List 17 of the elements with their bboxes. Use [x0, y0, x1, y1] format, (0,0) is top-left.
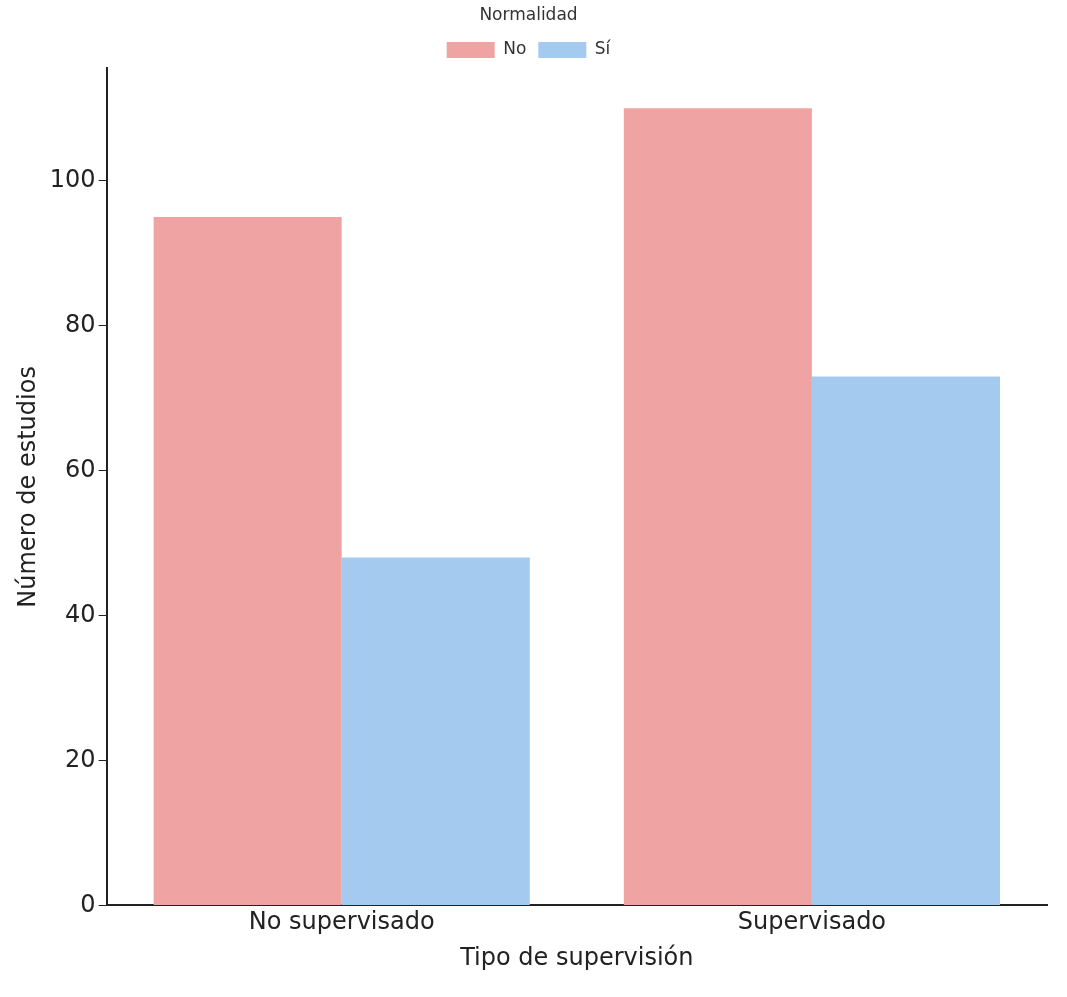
y-tick-label: 40 [65, 599, 96, 628]
bar [811, 376, 1000, 905]
legend-label: Sí [594, 38, 612, 59]
y-tick-label: 100 [49, 164, 96, 193]
y-tick-label: 80 [65, 309, 96, 338]
y-axis-title: Número de estudios [12, 366, 41, 608]
x-axis-title: Tipo de supervisión [459, 942, 694, 971]
y-tick-label: 0 [80, 889, 96, 918]
x-tick-label: Supervisado [737, 907, 887, 936]
x-tick-label: No supervisado [248, 907, 435, 936]
bar [623, 108, 812, 905]
legend-label: No [503, 38, 527, 59]
bar [341, 557, 530, 905]
bar [153, 216, 342, 905]
y-tick-label: 60 [65, 454, 96, 483]
legend-title: Normalidad [479, 3, 578, 24]
y-tick-label: 20 [65, 744, 96, 773]
